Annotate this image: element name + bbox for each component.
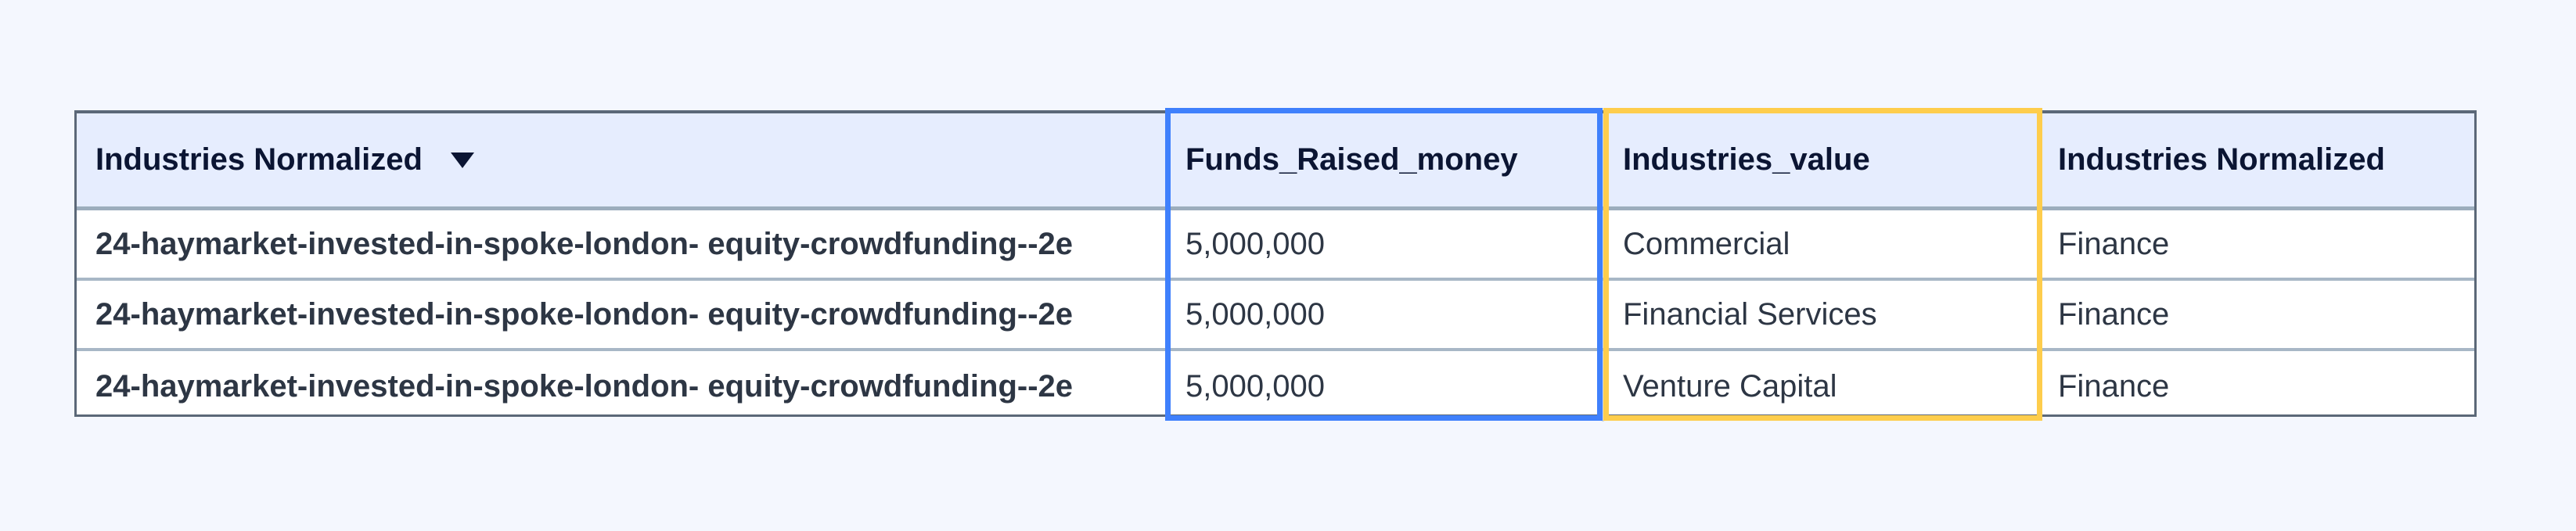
- column-header-funds-raised-money[interactable]: Funds_Raised_money: [1167, 113, 1602, 206]
- table-row: 24-haymarket-invested-in-spoke-london- e…: [77, 210, 2474, 281]
- table-cell: Commercial: [1602, 210, 2039, 278]
- table-header: Industries Normalized Funds_Raised_money…: [77, 113, 2474, 210]
- column-header-industries-value[interactable]: Industries_value: [1602, 113, 2039, 206]
- table-row: 24-haymarket-invested-in-spoke-london- e…: [77, 351, 2474, 422]
- table-cell: 5,000,000: [1185, 226, 1325, 261]
- triangle-down-icon[interactable]: [450, 152, 474, 168]
- column-header-label: Industries Normalized: [95, 142, 423, 177]
- column-header-label: Industries Normalized: [2058, 142, 2385, 177]
- table-cell: Finance: [2058, 296, 2170, 332]
- table-row: 24-haymarket-invested-in-spoke-london- e…: [77, 281, 2474, 351]
- data-table: Industries Normalized Funds_Raised_money…: [74, 110, 2477, 422]
- table-cell: 24-haymarket-invested-in-spoke-london- e…: [95, 226, 1074, 261]
- table-cell: 24-haymarket-invested-in-spoke-london- e…: [95, 368, 1074, 404]
- table-cell: 5,000,000: [1185, 368, 1325, 404]
- column-header-industries-normalized[interactable]: Industries Normalized: [77, 113, 1167, 206]
- table-cell: Financial Services: [1602, 281, 2039, 348]
- table-cell: Finance: [2058, 226, 2170, 261]
- table-cell: 5,000,000: [1185, 296, 1325, 332]
- column-header-label: Funds_Raised_money: [1185, 142, 1518, 177]
- table-cell: Finance: [2058, 368, 2170, 404]
- column-header-label: Industries_value: [1623, 142, 1870, 177]
- column-header-industries-normalized-2[interactable]: Industries Normalized: [2039, 113, 2474, 206]
- table-cell: 24-haymarket-invested-in-spoke-london- e…: [95, 296, 1074, 332]
- table-cell: Venture Capital: [1602, 351, 2039, 422]
